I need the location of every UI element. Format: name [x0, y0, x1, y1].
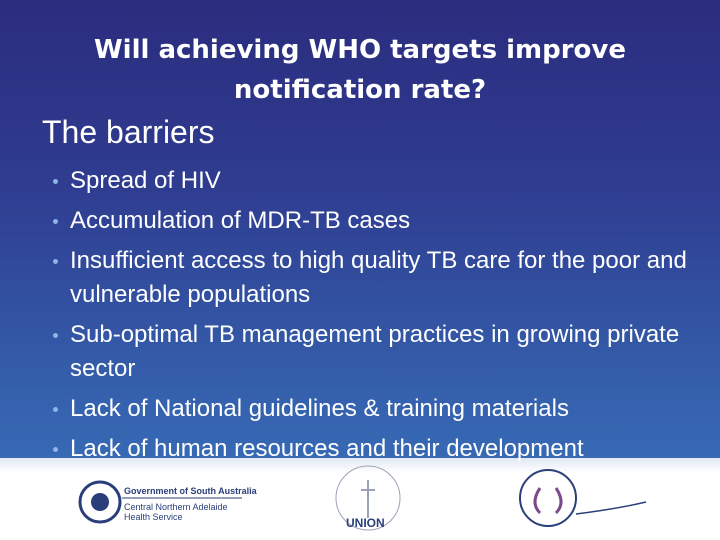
sa-crest-inner [91, 493, 109, 511]
bullet: Lack of human resources and their develo… [53, 432, 700, 466]
swoosh [575, 501, 647, 515]
bullet: Sub-optimal TB management practices in g… [53, 318, 700, 386]
bullet: Spread of HIV [53, 164, 700, 198]
footer: Government of South Australia Central No… [0, 458, 720, 540]
logo1-sub: Central Northern Adelaide Health Service [124, 502, 228, 522]
logo2-name: UNION [346, 516, 385, 530]
union-ring [335, 465, 401, 531]
logo1-name: Government of South Australia [124, 486, 257, 496]
bullet: Insufficient access to high quality TB c… [53, 244, 700, 312]
slide-title: Will achieving WHO targets improve notif… [94, 35, 626, 105]
bullet: Accumulation of MDR-TB cases [53, 204, 700, 238]
bullet-list: Spread of HIV Accumulation of MDR-TB case… [53, 164, 700, 472]
sa-crest [78, 480, 122, 524]
subtitle: The barriers [42, 114, 215, 150]
logos [78, 465, 647, 531]
lungs [533, 487, 563, 515]
bullet: Lack of National guidelines & training m… [53, 392, 700, 426]
right-logo [519, 469, 577, 527]
